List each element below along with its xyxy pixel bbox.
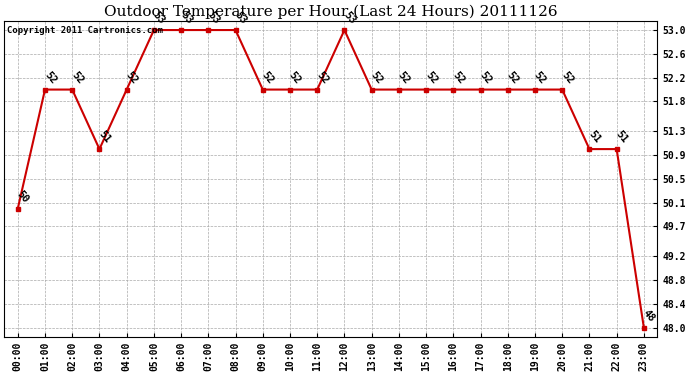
- Text: 52: 52: [451, 69, 466, 86]
- Text: 52: 52: [532, 69, 548, 86]
- Text: 52: 52: [560, 69, 575, 86]
- Text: 52: 52: [505, 69, 521, 86]
- Text: 48: 48: [641, 308, 657, 324]
- Text: Copyright 2011 Cartronics.com: Copyright 2011 Cartronics.com: [8, 26, 164, 35]
- Title: Outdoor Temperature per Hour (Last 24 Hours) 20111126: Outdoor Temperature per Hour (Last 24 Ho…: [104, 4, 558, 18]
- Text: 50: 50: [15, 189, 30, 204]
- Text: 53: 53: [342, 10, 357, 26]
- Text: 51: 51: [614, 129, 629, 145]
- Text: 53: 53: [151, 10, 167, 26]
- Text: 52: 52: [124, 69, 139, 86]
- Text: 52: 52: [424, 69, 439, 86]
- Text: 52: 52: [42, 69, 58, 86]
- Text: 52: 52: [477, 69, 493, 86]
- Text: 52: 52: [70, 69, 85, 86]
- Text: 53: 53: [233, 10, 248, 26]
- Text: 52: 52: [260, 69, 276, 86]
- Text: 51: 51: [97, 129, 112, 145]
- Text: 52: 52: [396, 69, 412, 86]
- Text: 53: 53: [178, 10, 194, 26]
- Text: 52: 52: [369, 69, 384, 86]
- Text: 52: 52: [287, 69, 303, 86]
- Text: 51: 51: [586, 129, 602, 145]
- Text: 52: 52: [315, 69, 330, 86]
- Text: 53: 53: [206, 10, 221, 26]
